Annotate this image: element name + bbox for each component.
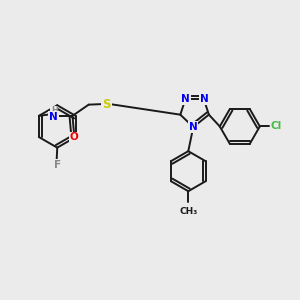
Text: N: N <box>181 94 190 104</box>
Text: N: N <box>200 94 208 104</box>
Text: Cl: Cl <box>270 122 282 131</box>
Text: F: F <box>54 160 61 170</box>
Text: CH₃: CH₃ <box>179 206 197 215</box>
Text: N: N <box>189 122 198 132</box>
Text: S: S <box>102 98 111 111</box>
Text: H: H <box>51 106 58 115</box>
Text: O: O <box>70 132 78 142</box>
Text: N: N <box>49 112 58 122</box>
